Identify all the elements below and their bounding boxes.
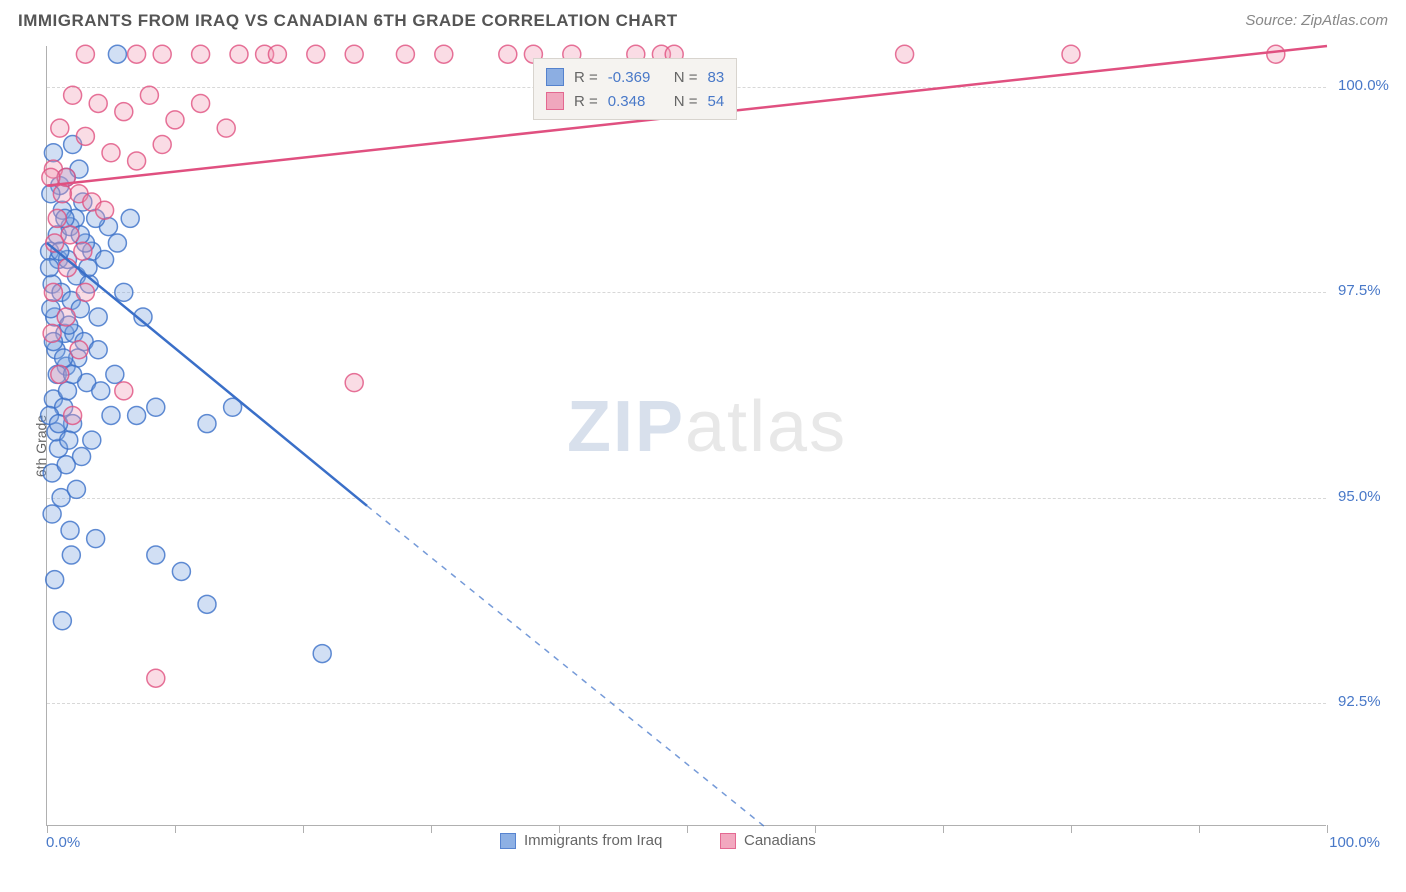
x-tick xyxy=(1327,825,1328,833)
x-tick xyxy=(943,825,944,833)
x-tick xyxy=(431,825,432,833)
correlation-legend: R = -0.369 N = 83 R = 0.348 N = 54 xyxy=(533,58,737,120)
series-legend-2: Canadians xyxy=(720,832,816,849)
x-tick xyxy=(175,825,176,833)
scatter-chart xyxy=(47,46,1326,825)
x-tick xyxy=(687,825,688,833)
legend-row: R = -0.369 N = 83 xyxy=(546,65,724,89)
y-tick-label: 92.5% xyxy=(1338,693,1381,710)
legend-row: R = 0.348 N = 54 xyxy=(546,89,724,113)
legend-swatch-icon xyxy=(720,833,736,849)
y-tick-label: 95.0% xyxy=(1338,488,1381,505)
x-tick xyxy=(1199,825,1200,833)
legend-swatch-icon xyxy=(546,92,564,110)
x-tick-max: 100.0% xyxy=(1329,834,1380,851)
legend-swatch-icon xyxy=(546,68,564,86)
y-tick-label: 100.0% xyxy=(1338,77,1389,94)
x-tick-min: 0.0% xyxy=(46,834,80,851)
source-credit: Source: ZipAtlas.com xyxy=(1245,12,1388,30)
chart-plot-area: ZIPatlas R = -0.369 N = 83 R = 0.348 N =… xyxy=(46,46,1326,826)
legend-swatch-icon xyxy=(500,833,516,849)
page-title: IMMIGRANTS FROM IRAQ VS CANADIAN 6TH GRA… xyxy=(18,11,678,31)
x-tick xyxy=(303,825,304,833)
x-tick xyxy=(47,825,48,833)
x-tick xyxy=(1071,825,1072,833)
series-legend-1: Immigrants from Iraq xyxy=(500,832,662,849)
y-tick-label: 97.5% xyxy=(1338,282,1381,299)
